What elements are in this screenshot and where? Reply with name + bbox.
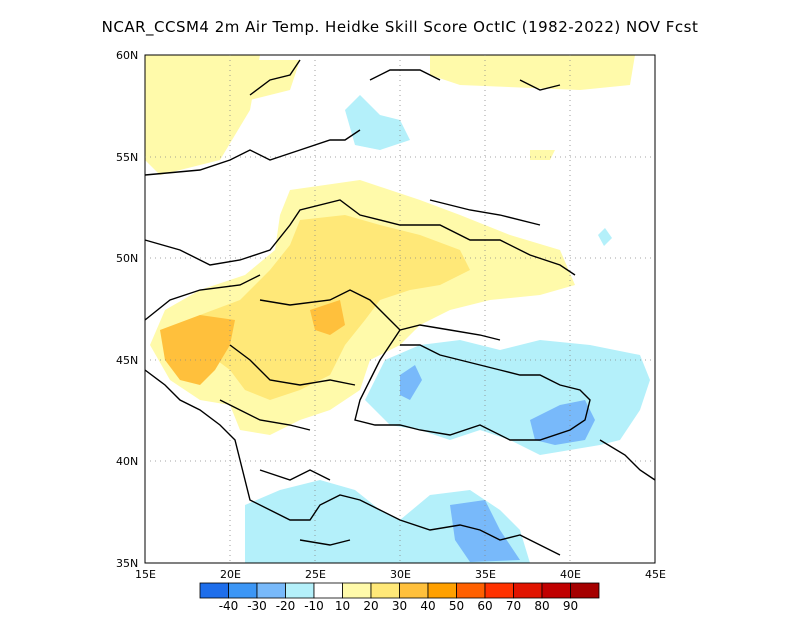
- blue-region-small-ne: [598, 228, 612, 246]
- orange-region-ro: [310, 300, 345, 335]
- lon-tick: 35E: [475, 568, 496, 581]
- colorbar-label: 80: [534, 599, 549, 613]
- lat-tick: 55N: [116, 151, 138, 164]
- lat-tick: 35N: [116, 557, 138, 570]
- colorbar-swatch: [541, 582, 571, 599]
- yellow-region-ne: [430, 55, 635, 90]
- colorbar-label: -10: [304, 599, 324, 613]
- colorbar-swatch: [484, 582, 514, 599]
- yellow-region-nw2: [225, 60, 300, 100]
- gridlines: [145, 55, 655, 563]
- colorbar-label: 70: [506, 599, 521, 613]
- lon-tick: 20E: [220, 568, 241, 581]
- lat-tick: 60N: [116, 49, 138, 62]
- blue-region-baltic: [345, 95, 410, 150]
- lon-tick: 25E: [305, 568, 326, 581]
- lon-tick: 40E: [560, 568, 581, 581]
- lon-tick: 15E: [135, 568, 156, 581]
- colorbar-swatch: [285, 582, 315, 599]
- skill-shading: [145, 55, 650, 563]
- colorbar-swatch: [513, 582, 543, 599]
- lat-tick: 40N: [116, 455, 138, 468]
- colorbar-label: 30: [392, 599, 407, 613]
- lat-axis: 60N 55N 50N 45N 40N 35N: [116, 49, 138, 570]
- colorbar-swatch: [456, 582, 486, 599]
- colorbar-swatch: [399, 582, 429, 599]
- lat-tick: 45N: [116, 354, 138, 367]
- lat-tick: 50N: [116, 252, 138, 265]
- colorbar: -40 -30 -20 -10 10 20 30 40 50 60 70 80 90: [199, 582, 600, 613]
- colorbar-swatch: [427, 582, 457, 599]
- yellow-region-ne2: [530, 150, 555, 160]
- colorbar-label: 90: [563, 599, 578, 613]
- lon-tick: 45E: [645, 568, 666, 581]
- colorbar-swatch: [370, 582, 400, 599]
- colorbar-label: 10: [335, 599, 350, 613]
- colorbar-label: -40: [219, 599, 239, 613]
- lon-tick: 30E: [390, 568, 411, 581]
- colorbar-swatch: [256, 582, 286, 599]
- colorbar-swatch: [313, 582, 343, 599]
- colorbar-label: 40: [420, 599, 435, 613]
- colorbar-swatch: [342, 582, 372, 599]
- coastlines: [144, 59, 656, 556]
- blue-region-blacksea-mid: [400, 365, 422, 400]
- colorbar-swatch: [570, 582, 600, 599]
- lon-axis: 15E 20E 25E 30E 35E 40E 45E: [135, 568, 666, 581]
- colorbar-label: -30: [247, 599, 267, 613]
- yellow-region-north: [145, 55, 260, 175]
- orange-region-hungary: [160, 315, 235, 385]
- colorbar-swatch: [228, 582, 258, 599]
- map-title: NCAR_CCSM4 2m Air Temp. Heidke Skill Sco…: [101, 18, 699, 36]
- blue-region-georgia: [530, 400, 595, 445]
- colorbar-label: 20: [363, 599, 378, 613]
- colorbar-label: 50: [449, 599, 464, 613]
- colorbar-swatch: [199, 582, 229, 599]
- colorbar-label: -20: [276, 599, 296, 613]
- colorbar-label: 60: [477, 599, 492, 613]
